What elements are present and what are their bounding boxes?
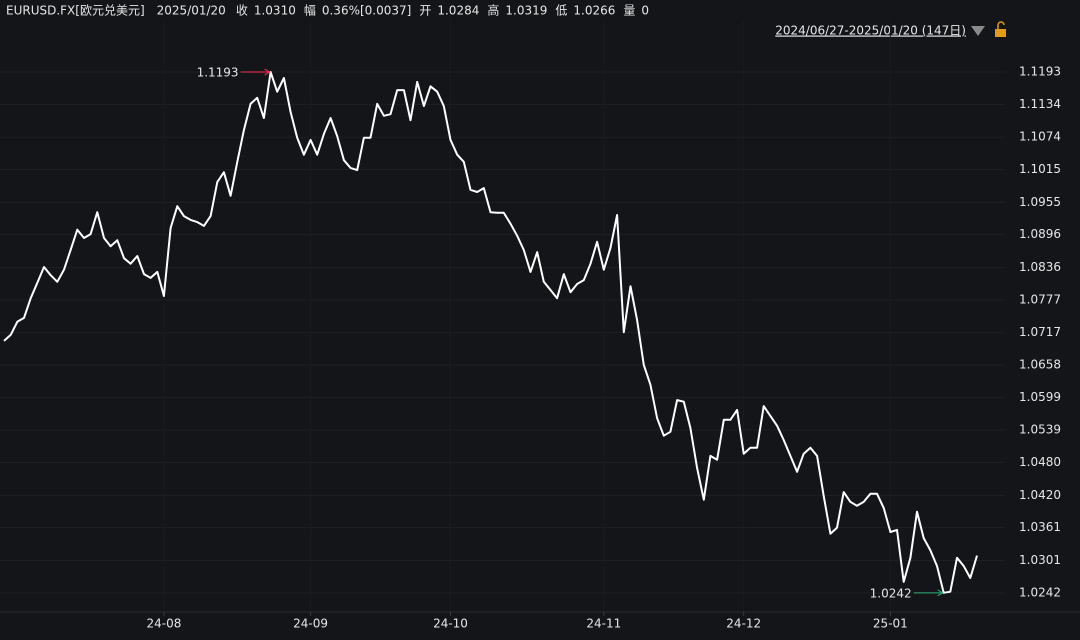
- y-tick-label: 1.0361: [1019, 520, 1061, 534]
- field-label: 幅: [304, 3, 316, 18]
- field-label: 高: [487, 3, 499, 18]
- y-tick-label: 1.0539: [1019, 423, 1061, 437]
- date: 2025/01/20: [157, 4, 226, 18]
- field-value: 1.0284: [437, 4, 479, 18]
- y-tick-label: 1.0658: [1019, 358, 1061, 372]
- dropdown-icon[interactable]: [971, 26, 985, 36]
- y-tick-label: 1.1015: [1019, 162, 1061, 176]
- y-tick-label: 1.1074: [1019, 130, 1061, 144]
- y-tick-label: 1.0896: [1019, 227, 1061, 241]
- y-tick-label: 1.1193: [1019, 65, 1061, 79]
- y-tick-label: 1.1134: [1019, 97, 1061, 111]
- field-value: 1.0319: [505, 4, 547, 18]
- price-line: [3, 71, 978, 594]
- field-label: 收: [236, 4, 248, 18]
- x-tick-label: 24-12: [726, 617, 761, 631]
- y-tick-label: 1.0955: [1019, 195, 1061, 209]
- field-value: 0: [641, 4, 649, 18]
- x-tick-label: 24-10: [433, 617, 468, 631]
- high-label-arrowhead: [264, 68, 271, 76]
- field-value: 1.0310: [254, 4, 296, 18]
- field-value: 1.0266: [573, 4, 615, 18]
- field-label: 量: [623, 4, 635, 18]
- x-tick-label: 24-11: [586, 617, 621, 631]
- high-label: 1.1193: [197, 66, 239, 80]
- y-tick-label: 1.0599: [1019, 390, 1061, 404]
- y-tick-label: 1.0242: [1019, 585, 1061, 599]
- y-tick-label: 1.0717: [1019, 325, 1061, 339]
- lock-icon[interactable]: [995, 21, 1006, 37]
- y-tick-label: 1.0480: [1019, 455, 1061, 469]
- field-label: 开: [419, 4, 431, 18]
- header: EURUSD.FX[欧元兑美元] 2025/01/20 收 1.0310 幅 0.36%[…: [6, 3, 649, 18]
- x-tick-label: 24-09: [293, 617, 328, 631]
- symbol: EURUSD.FX[欧元兑美元]: [6, 4, 145, 18]
- x-tick-label: 24-08: [147, 617, 182, 631]
- date-range[interactable]: 2024/06/27-2025/01/20 (147日): [775, 24, 966, 38]
- x-tick-label: 25-01: [873, 617, 908, 631]
- y-tick-label: 1.0420: [1019, 488, 1061, 502]
- field-label: 低: [555, 4, 567, 18]
- y-tick-label: 1.0777: [1019, 292, 1061, 306]
- y-tick-label: 1.0301: [1019, 553, 1061, 567]
- y-tick-label: 1.0836: [1019, 260, 1061, 274]
- low-label: 1.0242: [870, 586, 912, 600]
- low-label-arrowhead: [937, 589, 944, 597]
- field-value: 0.36%[0.0037]: [322, 4, 411, 18]
